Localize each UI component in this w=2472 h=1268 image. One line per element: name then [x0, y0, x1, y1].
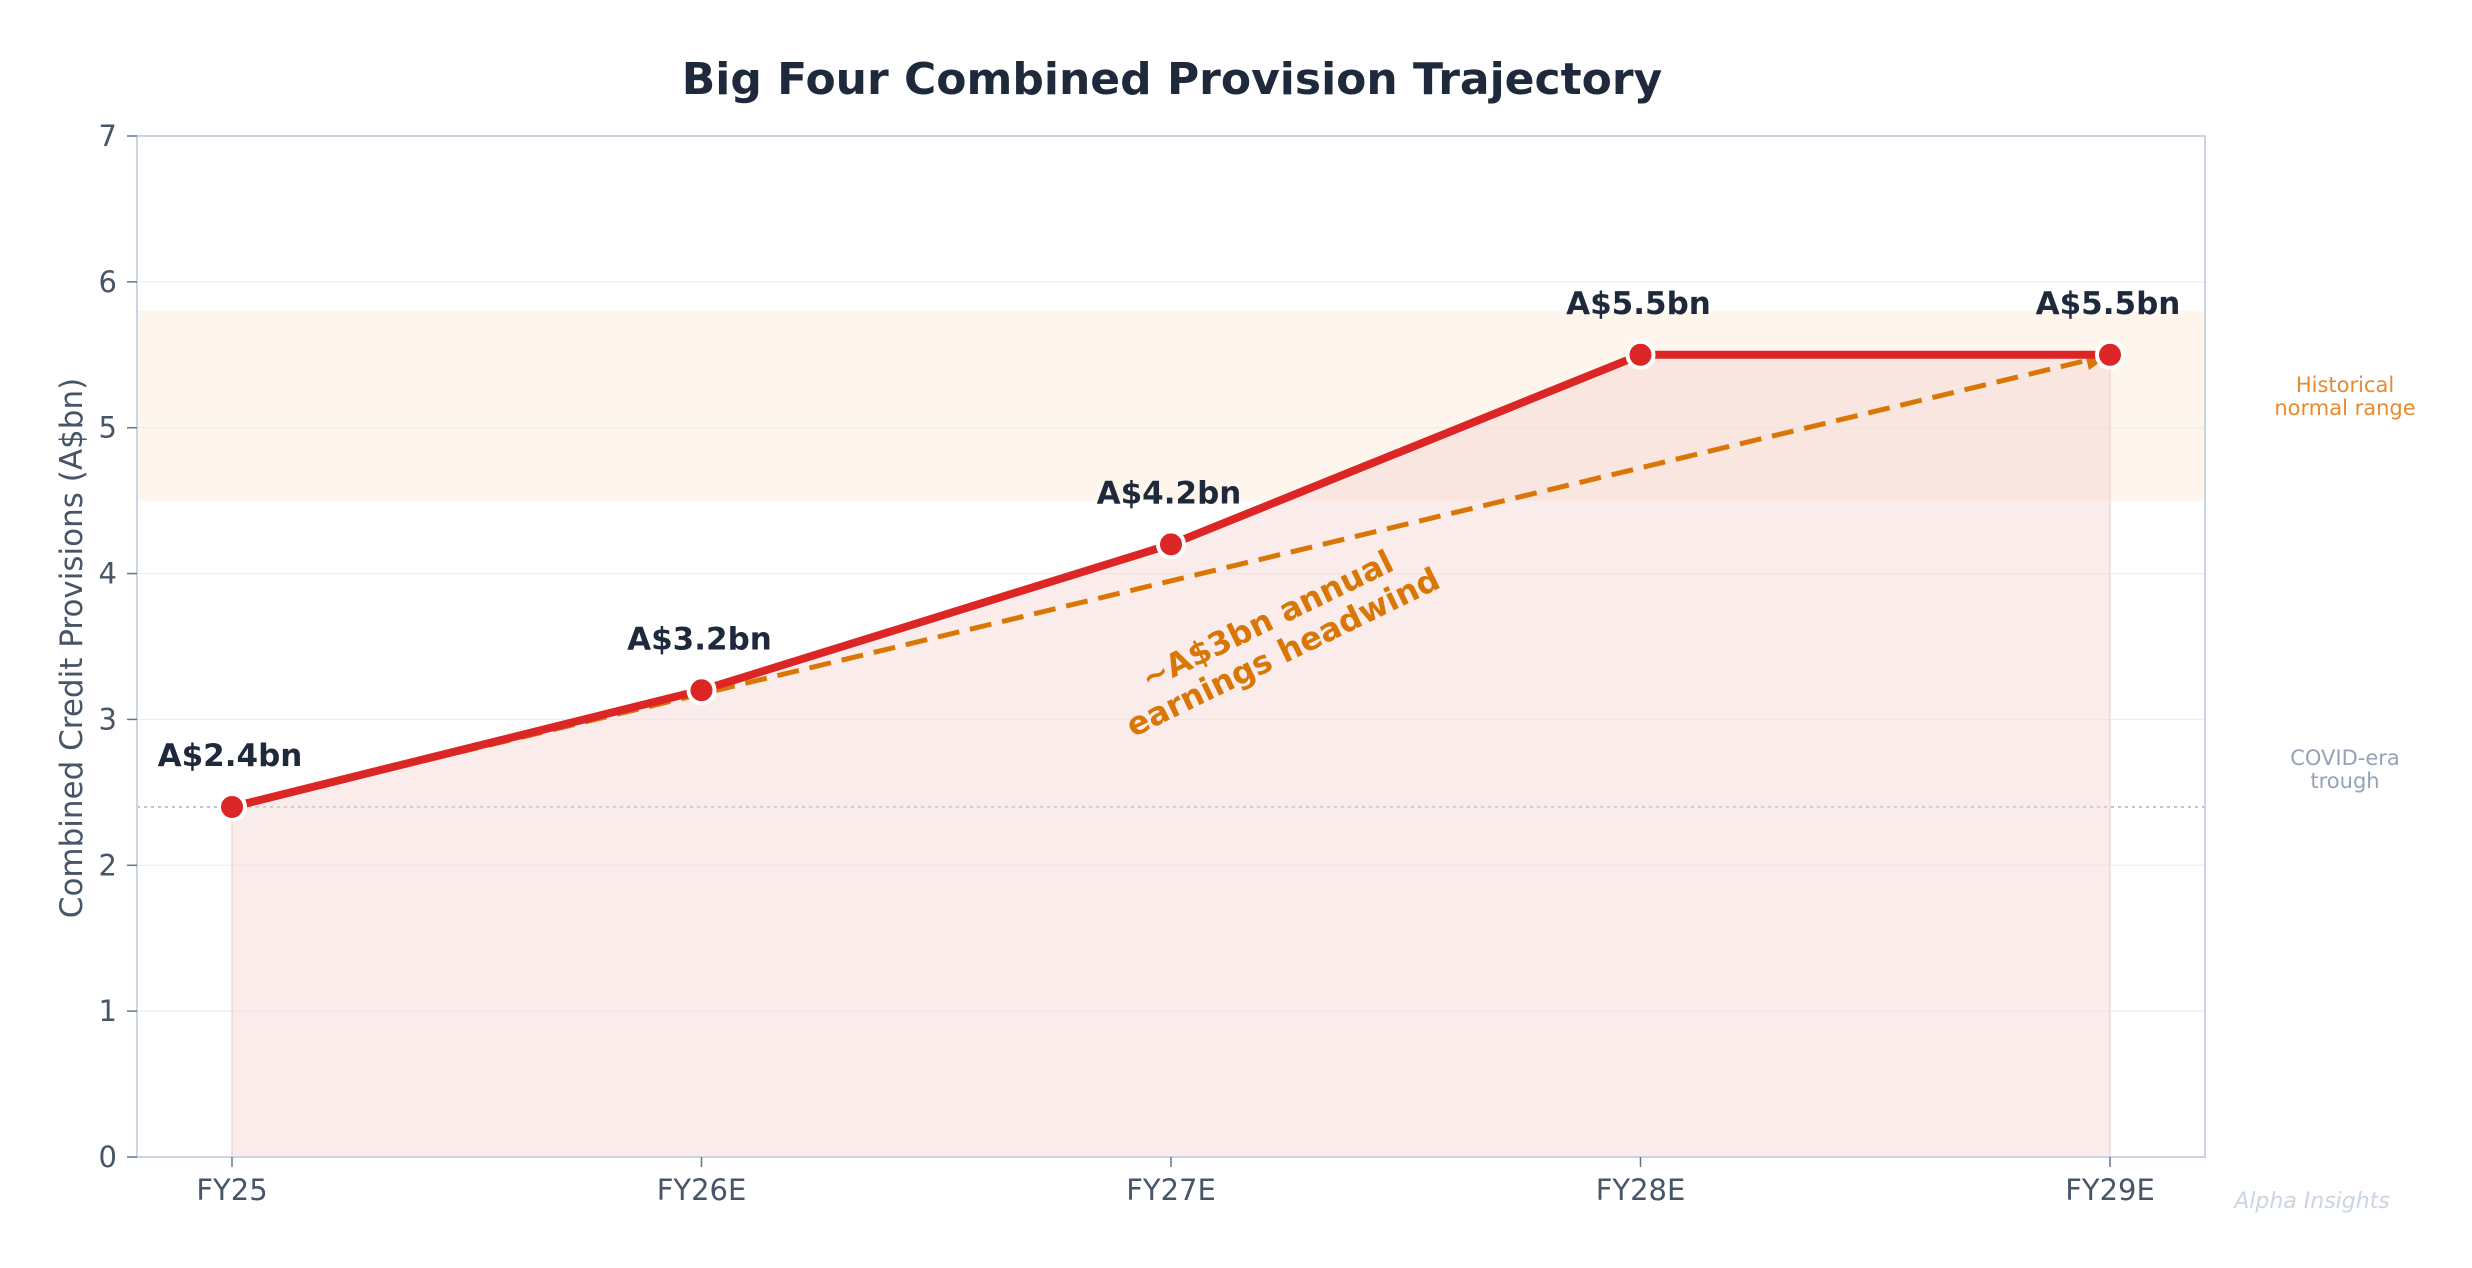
data-point-fy25: [217, 791, 247, 822]
data-point-fy26e: [686, 675, 717, 706]
ticks-layer: 0 1 2 3 4 5 6 7 FY25 FY26E FY27E FY28E FY29E: [99, 119, 2155, 1207]
data-label-fy29e: A$5.5bn: [2036, 286, 2181, 322]
data-labels-layer: A$2.4bn A$3.2bn A$4.2bn A$5.5bn A$5.5bn: [158, 286, 2181, 774]
x-tick-label: FY25: [196, 1173, 267, 1207]
data-label-fy26e: A$3.2bn: [627, 621, 772, 657]
y-tick-label: 1: [99, 994, 117, 1028]
y-tick-label: 4: [99, 557, 117, 591]
data-point-fy29e: [2095, 339, 2125, 370]
y-tick-label: 2: [99, 848, 117, 882]
y-tick-label: 6: [99, 265, 117, 299]
band-label-line: normal range: [2274, 396, 2415, 420]
band-historical-normal-range: [137, 311, 2205, 501]
x-tick-label: FY26E: [657, 1173, 747, 1207]
series-layer: [217, 339, 2125, 822]
y-axis-label: Combined Credit Provisions (A$bn): [54, 378, 90, 918]
x-tick-label: FY27E: [1126, 1173, 1216, 1207]
data-point-fy27e: [1156, 529, 1186, 560]
reference-label-line: COVID-era: [2290, 746, 2400, 770]
data-label-fy27e: A$4.2bn: [1097, 475, 1242, 511]
data-label-fy28e: A$5.5bn: [1566, 286, 1711, 322]
bands-layer: [137, 311, 2205, 501]
data-point-fy28e: [1625, 339, 1656, 370]
y-tick-label: 7: [99, 119, 117, 153]
band-label-line: Historical: [2296, 373, 2394, 397]
chart-title: Big Four Combined Provision Trajectory: [682, 54, 1663, 105]
y-tick-label: 5: [99, 411, 117, 445]
x-tick-label: FY29E: [2065, 1173, 2155, 1207]
x-tick-label: FY28E: [1596, 1173, 1686, 1207]
data-label-fy25: A$2.4bn: [158, 738, 303, 774]
y-tick-label: 0: [99, 1140, 117, 1174]
y-tick-label: 3: [99, 702, 117, 736]
reference-label-line: trough: [2310, 769, 2379, 793]
watermark: Alpha Insights: [2232, 1189, 2390, 1214]
